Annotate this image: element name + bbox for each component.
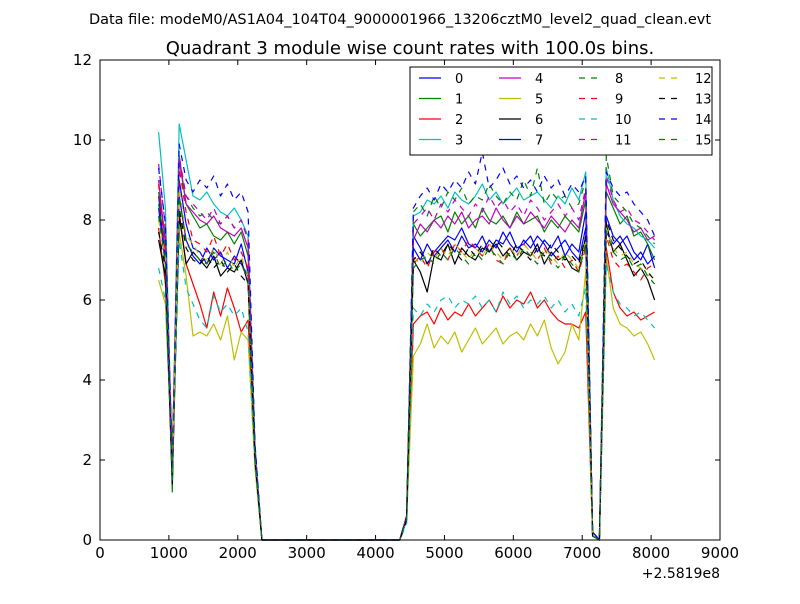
legend-label-9: 9: [615, 93, 623, 108]
legend-label-13: 13: [695, 93, 712, 108]
x-tick-label: 1000: [150, 544, 188, 562]
x-tick-label: 7000: [563, 544, 601, 562]
figure-suptitle: Data file: modeM0/AS1A04_104T04_90000019…: [89, 12, 711, 28]
series-line-13: [158, 207, 656, 541]
legend-label-1: 1: [455, 93, 463, 108]
series-line-10: [158, 239, 656, 541]
series-line-7: [158, 195, 656, 541]
series-line-15: [158, 195, 656, 541]
y-tick-label: 6: [82, 291, 92, 309]
y-tick-label: 8: [82, 211, 92, 229]
x-tick-label: 9000: [701, 544, 739, 562]
legend-label-4: 4: [535, 72, 543, 87]
series-line-0: [158, 179, 656, 541]
legend-label-7: 7: [535, 134, 543, 149]
legend-label-15: 15: [695, 134, 712, 149]
legend-label-3: 3: [455, 134, 463, 149]
y-tick-label: 10: [73, 131, 92, 149]
legend-box: [409, 66, 713, 156]
series-line-11: [158, 155, 656, 541]
x-offset-label: +2.5819e8: [642, 566, 720, 582]
series-layer: [158, 123, 656, 541]
chart-title: Quadrant 3 module wise count rates with …: [166, 38, 655, 59]
y-tick-label: 4: [82, 371, 92, 389]
x-tick-label: 4000: [356, 544, 394, 562]
x-tick-label: 3000: [288, 544, 326, 562]
legend-label-2: 2: [455, 113, 463, 128]
legend-label-14: 14: [695, 113, 712, 128]
legend-label-10: 10: [615, 113, 632, 128]
legend-label-5: 5: [535, 93, 543, 108]
y-tick-label: 12: [73, 51, 92, 69]
legend-label-8: 8: [615, 72, 623, 87]
x-tick-label: 5000: [425, 544, 463, 562]
series-line-14: [158, 143, 656, 541]
x-tick-label: 8000: [632, 544, 670, 562]
legend-label-11: 11: [615, 134, 632, 149]
x-tick-label: 2000: [219, 544, 257, 562]
axis-ticks: 0 1000 2000 3000 4000 5000 6000 7000 8000 9000 0 2 4…: [73, 51, 739, 562]
x-tick-label: 0: [95, 544, 105, 562]
legend-label-0: 0: [455, 72, 463, 87]
y-tick-label: 2: [82, 451, 92, 469]
x-tick-label: 6000: [494, 544, 532, 562]
y-tick-label: 0: [82, 531, 92, 549]
legend-label-12: 12: [695, 72, 712, 87]
legend-label-6: 6: [535, 113, 543, 128]
